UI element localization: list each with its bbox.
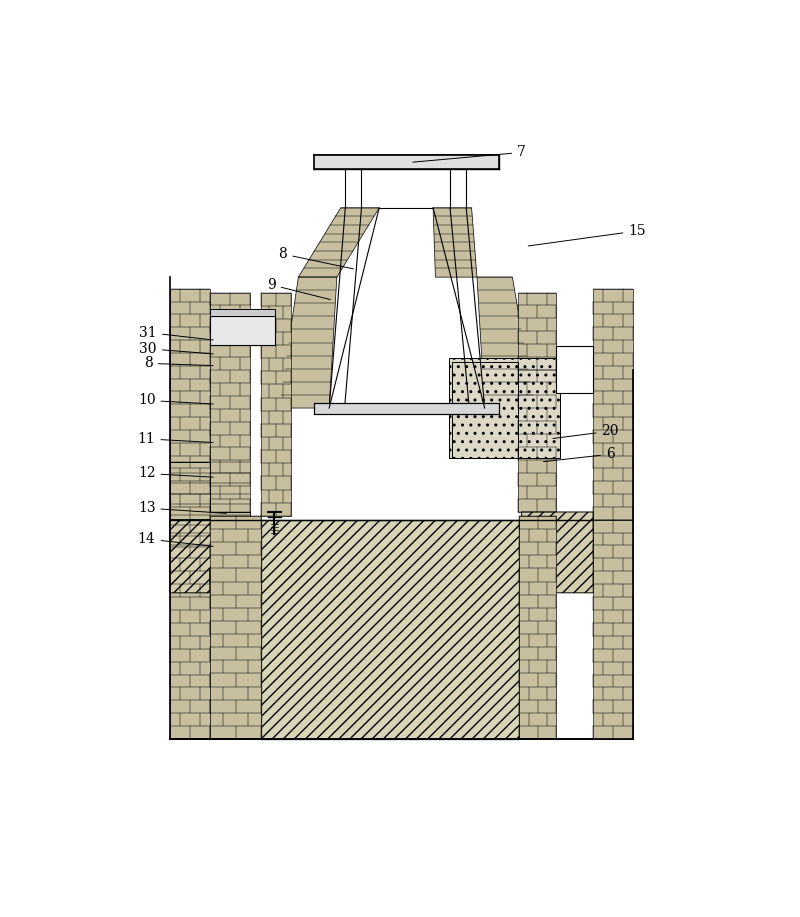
Polygon shape [170, 520, 262, 592]
Bar [556, 347, 594, 392]
Text: 14: 14 [138, 532, 213, 547]
Polygon shape [170, 462, 250, 547]
Text: 10: 10 [138, 393, 213, 407]
Polygon shape [522, 512, 594, 592]
Text: 11: 11 [138, 432, 213, 446]
Bar [210, 309, 275, 315]
Bar [170, 289, 210, 520]
Text: 12: 12 [138, 467, 213, 481]
Polygon shape [433, 208, 477, 277]
Polygon shape [298, 208, 379, 277]
Bar [449, 358, 560, 458]
Text: 30: 30 [139, 342, 213, 356]
Bar [518, 293, 556, 370]
Bar [314, 403, 498, 414]
Text: 15: 15 [528, 224, 646, 246]
Text: 9: 9 [267, 278, 330, 300]
Bar [314, 156, 498, 170]
Bar [170, 520, 210, 739]
Polygon shape [279, 277, 337, 408]
Text: 13: 13 [138, 501, 226, 515]
Text: 31: 31 [139, 326, 213, 340]
Polygon shape [477, 277, 534, 408]
Text: 6: 6 [544, 447, 614, 461]
Bar [519, 516, 556, 739]
Bar [594, 289, 634, 520]
Text: 8: 8 [278, 247, 354, 269]
Text: 7: 7 [413, 146, 526, 162]
Bar [210, 315, 275, 345]
Text: 20: 20 [553, 425, 619, 438]
Text: 8: 8 [144, 357, 213, 370]
Bar [452, 362, 518, 458]
Bar [210, 293, 250, 512]
Polygon shape [329, 208, 485, 408]
Bar [594, 520, 634, 739]
Bar [210, 516, 262, 739]
Bar [262, 520, 519, 739]
Bar [518, 370, 556, 512]
Bar [262, 293, 290, 516]
